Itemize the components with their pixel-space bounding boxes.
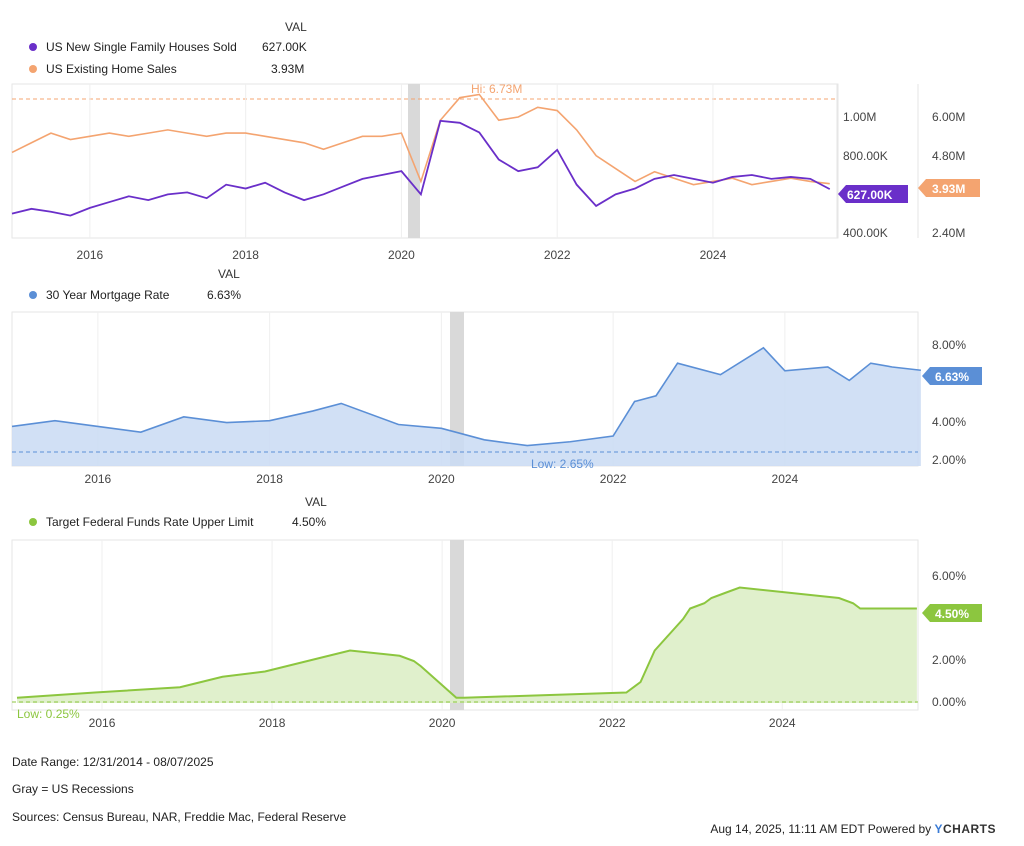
- footer-date-range: Date Range: 12/31/2014 - 08/07/2025: [12, 755, 214, 769]
- series-line-new-homes: [11, 119, 831, 217]
- mortgage-tick-2: 4.00%: [932, 415, 966, 429]
- badge-mortgage-text: 6.63%: [935, 370, 969, 384]
- legend-name-mortgage: 30 Year Mortgage Rate: [46, 288, 170, 302]
- badge-new-homes-text: 627.00K: [847, 188, 893, 202]
- x-tick-label: 2020: [388, 248, 415, 262]
- x-tick-label: 2020: [429, 716, 456, 730]
- x-tick-label: 2018: [259, 716, 286, 730]
- x-tick-label: 2018: [256, 472, 283, 486]
- hi-annotation: Hi: 6.73M: [471, 82, 522, 96]
- mortgage-tick-3: 2.00%: [932, 453, 966, 467]
- x-tick-label: 2018: [232, 248, 259, 262]
- recession-band-fedfunds: [450, 540, 464, 710]
- legend-header: VAL: [285, 20, 307, 34]
- badge-existing-homes: [918, 179, 980, 197]
- recession-band: [408, 84, 420, 238]
- series-area-fedfunds: [17, 587, 917, 703]
- badge-fedfunds: [922, 604, 982, 622]
- right-tick-1: 6.00M: [932, 110, 965, 124]
- legend-header-mortgage: VAL: [218, 267, 240, 281]
- x-tick-label: 2024: [700, 248, 727, 262]
- footer-recession-note: Gray = US Recessions: [12, 782, 134, 796]
- low-annotation-mortgage: Low: 2.65%: [531, 457, 594, 471]
- legend-name-fedfunds: Target Federal Funds Rate Upper Limit: [46, 515, 254, 529]
- mortgage-tick-1: 8.00%: [932, 338, 966, 352]
- footer-sources: Sources: Census Bureau, NAR, Freddie Mac…: [12, 810, 347, 824]
- left-tick-1: 1.00M: [843, 110, 876, 124]
- x-tick-label: 2016: [85, 472, 112, 486]
- x-tick-label: 2024: [772, 472, 799, 486]
- x-tick-label: 2022: [599, 716, 626, 730]
- panel-mortgage: VAL 30 Year Mortgage Rate 6.63% Low: 2.6…: [11, 267, 982, 486]
- badge-existing-homes-text: 3.93M: [932, 182, 965, 196]
- x-tick-label: 2022: [600, 472, 627, 486]
- legend-header-fedfunds: VAL: [305, 495, 327, 509]
- left-tick-2: 800.00K: [843, 149, 888, 163]
- legend-value-new-homes: 627.00K: [262, 40, 307, 54]
- panel-fedfunds: VAL Target Federal Funds Rate Upper Limi…: [11, 495, 982, 730]
- x-tick-label: 2020: [428, 472, 455, 486]
- right-tick-3: 2.40M: [932, 226, 965, 240]
- plot-frame-fedfunds: [11, 539, 919, 711]
- x-ticks-housing: 2016 2018 2020 2022 2024: [77, 248, 727, 262]
- right-tick-2: 4.80M: [932, 149, 965, 163]
- x-tick-label: 2024: [769, 716, 796, 730]
- footer-timestamp: Aug 14, 2025, 11:11 AM EDT Powered by YC…: [710, 822, 996, 836]
- legend-marker-fedfunds: [29, 518, 37, 526]
- series-line-mortgage: [11, 346, 921, 447]
- x-tick-label: 2022: [544, 248, 571, 262]
- panel-housing: VAL US New Single Family Houses Sold 627…: [11, 20, 980, 262]
- fedfunds-tick-2: 2.00%: [932, 653, 966, 667]
- x-ticks-fedfunds: 2016 2018 2020 2022 2024: [89, 716, 796, 730]
- legend-name-existing-homes: US Existing Home Sales: [46, 62, 177, 76]
- legend-marker-existing-homes: [29, 65, 37, 73]
- fedfunds-tick-3: 0.00%: [932, 695, 966, 709]
- legend-marker-mortgage: [29, 291, 37, 299]
- legend-value-existing-homes: 3.93M: [271, 62, 304, 76]
- badge-mortgage: [922, 367, 982, 385]
- x-grid-housing: [89, 84, 714, 238]
- ycharts-logo-rest: CHARTS: [943, 822, 996, 836]
- legend-name-new-homes: US New Single Family Houses Sold: [46, 40, 237, 54]
- badge-new-homes: [838, 185, 908, 203]
- series-line-fedfunds: [16, 586, 917, 699]
- fedfunds-tick-1: 6.00%: [932, 569, 966, 583]
- timestamp-text: Aug 14, 2025, 11:11 AM EDT Powered by: [710, 822, 932, 836]
- legend-value-fedfunds: 4.50%: [292, 515, 326, 529]
- recession-band-mortgage: [450, 312, 464, 466]
- ycharts-logo[interactable]: YCHARTS: [934, 822, 996, 836]
- low-annotation-fedfunds: Low: 0.25%: [17, 707, 80, 721]
- legend-marker-new-homes: [29, 43, 37, 51]
- left-tick-3: 400.00K: [843, 226, 888, 240]
- legend-value-mortgage: 6.63%: [207, 288, 241, 302]
- badge-fedfunds-text: 4.50%: [935, 607, 969, 621]
- series-line-existing-homes: [11, 93, 830, 186]
- ycharts-logo-y: Y: [934, 822, 943, 836]
- x-ticks-mortgage: 2016 2018 2020 2022 2024: [85, 472, 799, 486]
- series-area-mortgage: [12, 347, 921, 466]
- x-tick-label: 2016: [77, 248, 104, 262]
- x-tick-label: 2016: [89, 716, 116, 730]
- plot-frame-housing: [11, 83, 839, 239]
